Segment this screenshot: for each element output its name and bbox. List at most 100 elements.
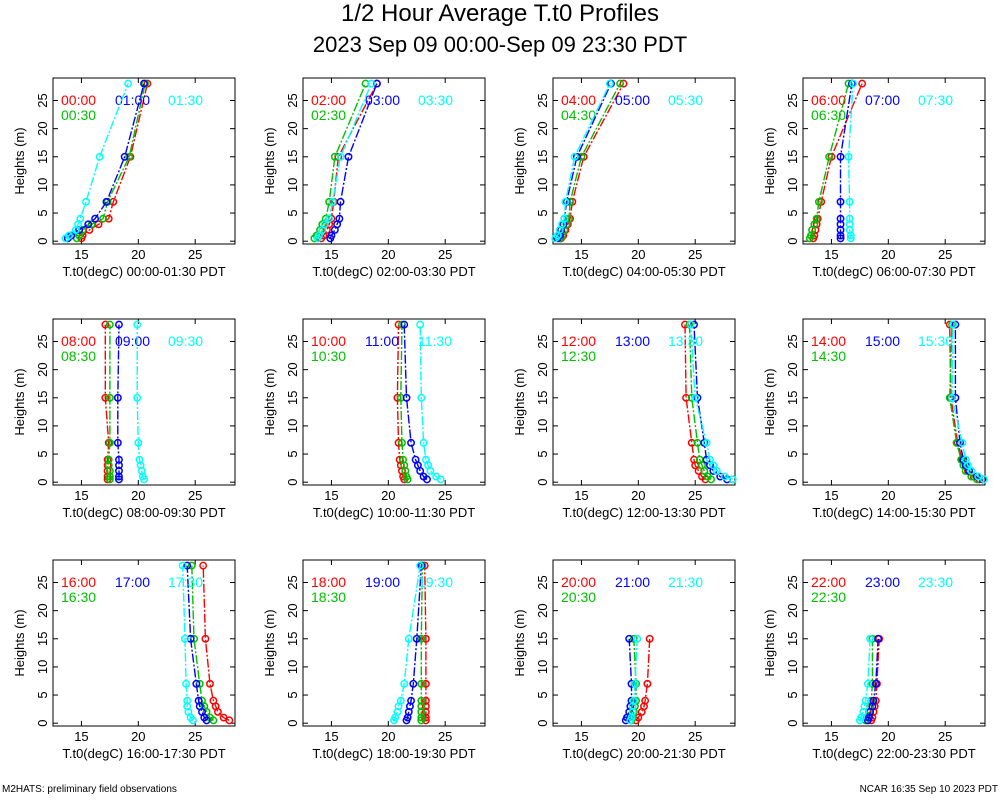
legend-09:30: 09:30 [168, 333, 203, 349]
plot-frame [802, 77, 986, 245]
plot-frame [552, 77, 736, 245]
y-tick-label: 20 [35, 121, 50, 135]
data-point [325, 197, 334, 206]
data-point [716, 472, 725, 481]
legend-10:00: 10:00 [311, 333, 346, 349]
x-tick-label: 20 [631, 729, 645, 744]
y-tick-label: 20 [535, 121, 550, 135]
y-tick-label: 15 [785, 391, 800, 405]
data-point [874, 634, 883, 643]
legend-06:30: 06:30 [811, 107, 846, 123]
data-point [400, 679, 409, 688]
x-tick-label: 25 [438, 488, 452, 503]
data-point [219, 713, 228, 722]
y-tick-label: 15 [785, 150, 800, 164]
series-line-16:00 [202, 565, 230, 722]
y-tick-label: 20 [285, 603, 300, 617]
y-axis-label: Heights (m) [262, 368, 277, 435]
panel-4: 15 20 25 0 5 10 15 20 25 Heights (m) T.t0(degC) 06… [762, 77, 986, 279]
data-point [314, 231, 323, 240]
data-point [181, 634, 189, 643]
data-point [633, 634, 642, 643]
legend-02:00: 02:00 [311, 92, 346, 108]
data-point [140, 79, 148, 88]
x-axis-label: T.t0(degC) 10:00-11:30 PDT [313, 505, 475, 520]
legend-14:00: 14:00 [811, 333, 846, 349]
panel-3: 15 20 25 0 5 10 15 20 25 Heights (m) T.t0(degC) 04… [512, 77, 736, 279]
plot-frame [52, 318, 236, 486]
legend-23:00: 23:00 [865, 574, 900, 590]
x-tick-label: 20 [881, 729, 895, 744]
legend-00:00: 00:00 [61, 92, 96, 108]
y-tick-label: 0 [285, 479, 300, 486]
data-point [643, 679, 652, 688]
legend-08:30: 08:30 [61, 348, 96, 364]
data-point [82, 197, 90, 206]
legend-22:00: 22:00 [811, 574, 846, 590]
y-tick-label: 25 [535, 575, 550, 589]
data-point [703, 472, 712, 481]
legend-06:00: 06:00 [811, 92, 846, 108]
data-point [209, 696, 218, 705]
data-point [134, 438, 143, 447]
data-point [87, 220, 96, 229]
y-tick-label: 10 [535, 178, 550, 192]
data-point [417, 634, 426, 643]
data-point [419, 438, 428, 447]
panel-1: 15 20 25 0 5 10 15 20 25 Heights (m) T.t0(degC) 00… [12, 77, 236, 279]
data-point [75, 231, 84, 240]
data-point [845, 214, 854, 223]
y-tick-label: 10 [535, 660, 550, 674]
data-point [629, 634, 638, 643]
data-point [102, 197, 111, 206]
y-tick-label: 5 [35, 209, 50, 216]
data-point [95, 152, 104, 161]
plot-frame [52, 559, 236, 727]
data-point [858, 79, 867, 88]
data-point [99, 214, 108, 223]
x-tick-label: 25 [188, 488, 202, 503]
x-tick-label: 25 [438, 247, 452, 262]
y-tick-label: 10 [35, 660, 50, 674]
legend-10:30: 10:30 [311, 348, 346, 364]
y-tick-label: 15 [285, 632, 300, 646]
data-point [419, 472, 428, 481]
legend-07:00: 07:00 [865, 92, 900, 108]
legend-18:00: 18:00 [311, 574, 346, 590]
data-point [709, 461, 718, 470]
y-tick-label: 20 [535, 362, 550, 376]
data-point [396, 696, 405, 705]
y-axis-label: Heights (m) [762, 127, 777, 194]
data-point [712, 466, 721, 475]
data-point [178, 561, 187, 570]
data-point [421, 455, 430, 464]
data-point [706, 455, 714, 464]
data-point [421, 696, 430, 705]
data-point [104, 455, 113, 464]
y-tick-label: 25 [285, 334, 300, 348]
data-point [115, 475, 123, 484]
data-point [404, 634, 413, 643]
data-point [432, 472, 441, 481]
data-point [836, 197, 845, 206]
legend-19:30: 19:30 [418, 574, 453, 590]
legend-16:00: 16:00 [61, 574, 96, 590]
data-point [836, 152, 845, 161]
data-point [409, 679, 418, 688]
y-tick-label: 5 [785, 209, 800, 216]
data-point [417, 716, 426, 725]
data-point [183, 702, 192, 711]
data-point [113, 438, 122, 447]
data-point [104, 461, 113, 470]
y-tick-label: 10 [35, 178, 50, 192]
x-axis-label: T.t0(degC) 12:00-13:30 PDT [562, 505, 725, 520]
legend-00:30: 00:30 [61, 107, 96, 123]
y-tick-label: 10 [35, 419, 50, 433]
data-point [336, 152, 345, 161]
data-point [836, 214, 845, 223]
data-point [64, 231, 73, 240]
y-tick-label: 10 [785, 660, 800, 674]
x-tick-label: 15 [824, 247, 838, 262]
data-point [417, 696, 426, 705]
